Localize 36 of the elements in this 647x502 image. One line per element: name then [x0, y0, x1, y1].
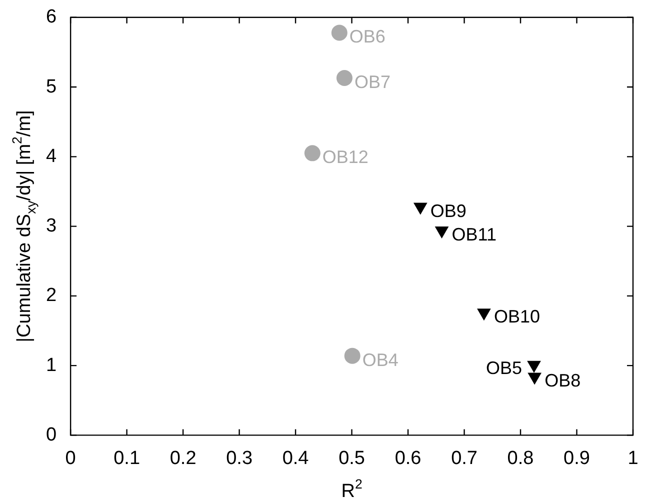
x-tick-label: 1	[628, 448, 638, 469]
x-tick-label: 0.1	[114, 448, 140, 469]
y-tick-label: 2	[46, 285, 57, 306]
point	[477, 308, 491, 321]
x-tick-label: 0.4	[282, 448, 310, 469]
annotation: OB10	[494, 306, 540, 327]
x-tick-label: 0.6	[394, 448, 422, 469]
annotation: OB12	[322, 147, 368, 168]
x-tick-label: 0.3	[226, 448, 253, 469]
y-tick-label: 6	[46, 6, 57, 28]
point	[304, 145, 320, 162]
x-tick-label: 0.5	[338, 448, 365, 469]
annotation: OB9	[430, 200, 466, 221]
point	[331, 24, 348, 41]
x-tick-label: 0.7	[451, 448, 478, 469]
annotation: OB7	[354, 72, 391, 92]
annotation: OB8	[544, 370, 581, 391]
point	[336, 70, 352, 86]
x-tick-label: 0	[65, 448, 76, 469]
y-tick-label: 4	[46, 146, 57, 167]
point	[413, 202, 428, 215]
y-axis-title: |Cumulative dSxy/dy| [m2/m]	[9, 110, 39, 342]
point	[434, 226, 449, 238]
annotation: OB6	[349, 26, 386, 47]
annotation: OB4	[362, 350, 398, 370]
y-tick-label: 3	[46, 216, 57, 237]
point	[528, 372, 542, 385]
point	[527, 360, 541, 373]
x-tick-label: 0.2	[170, 448, 196, 469]
y-tick-label: 1	[46, 354, 57, 376]
x-tick-label: 0.8	[507, 448, 534, 469]
y-tick-label: 0	[46, 424, 57, 446]
annotation: OB5	[486, 358, 522, 378]
annotation: OB11	[452, 224, 496, 244]
x-tick-label: 0.9	[564, 448, 590, 469]
y-tick-label: 5	[46, 76, 57, 98]
